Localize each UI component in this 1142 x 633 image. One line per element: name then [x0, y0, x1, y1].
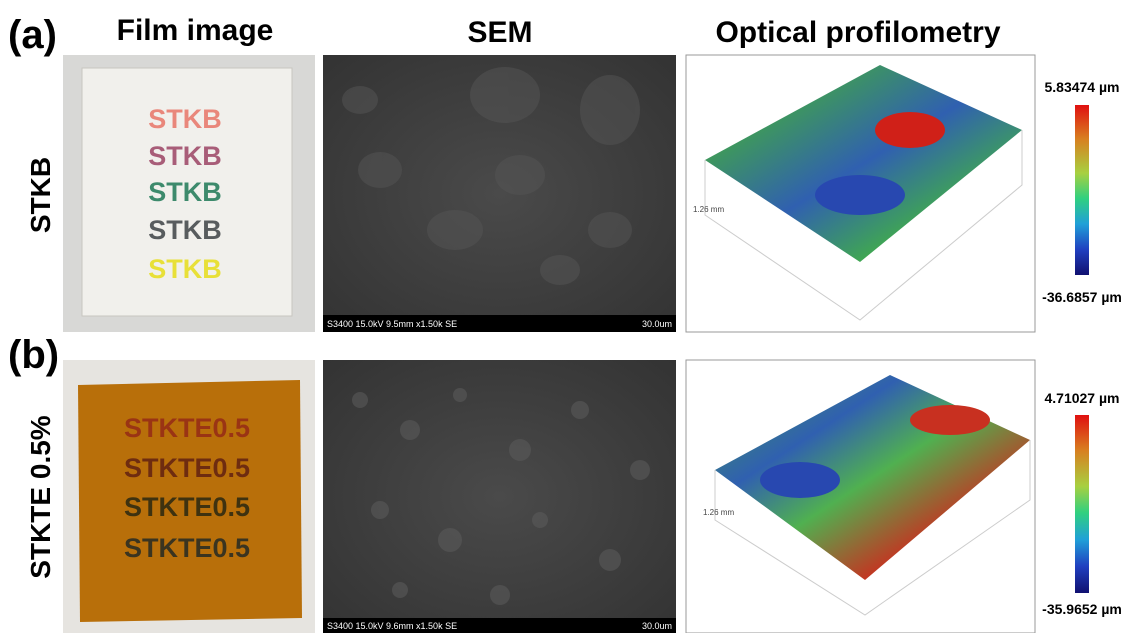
sem-scale: 30.0um [642, 319, 672, 329]
profilometry-image [686, 55, 1035, 332]
film-text: STKB [148, 254, 222, 284]
axis-label: 1.26 mm [693, 205, 724, 214]
colorbar-min: -36.6857 µm [1042, 289, 1122, 305]
column-title: Optical profilometry [715, 16, 1000, 49]
film-text: STKTE0.5 [124, 533, 250, 563]
film-text: STKB [148, 141, 222, 171]
colorbar-max: 5.83474 µm [1044, 79, 1119, 95]
film-text: STKTE0.5 [124, 453, 250, 483]
colorbar [1075, 105, 1089, 275]
sem-image [323, 360, 676, 633]
row-label: STKB [25, 157, 56, 233]
panel-label: (b) [8, 333, 59, 377]
colorbar-min: -35.9652 µm [1042, 601, 1122, 617]
film-text: STKB [148, 177, 222, 207]
row-label: STKTE 0.5% [25, 415, 56, 578]
film-text: STKB [148, 104, 222, 134]
sem-scale: 30.0um [642, 621, 672, 631]
column-title: SEM [467, 16, 532, 49]
axis-label: 1.26 mm [703, 508, 734, 517]
panel-label: (a) [8, 13, 57, 57]
sem-caption: S3400 15.0kV 9.5mm x1.50k SE [327, 319, 457, 329]
sem-caption: S3400 15.0kV 9.6mm x1.50k SE [327, 621, 457, 631]
film-text: STKTE0.5 [124, 413, 250, 443]
colorbar-max: 4.71027 µm [1044, 390, 1119, 406]
colorbar [1075, 415, 1089, 593]
sem-image [323, 55, 676, 332]
film-text: STKTE0.5 [124, 492, 250, 522]
profilometry-image [686, 360, 1035, 633]
figure: (a) Film image SEM Optical profilometry … [0, 0, 1142, 633]
column-title: Film image [117, 14, 274, 47]
film-text: STKB [148, 215, 222, 245]
